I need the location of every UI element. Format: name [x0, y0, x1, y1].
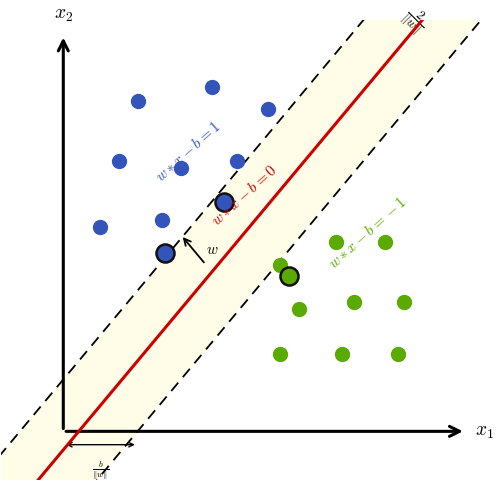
Text: $w * x - b = 1$: $w * x - b = 1$	[152, 118, 224, 185]
Text: $w$: $w$	[206, 243, 218, 257]
Text: $\dfrac{2}{\|w\|}$: $\dfrac{2}{\|w\|}$	[396, 1, 434, 38]
Text: $w * x - b = -1$: $w * x - b = -1$	[326, 194, 410, 272]
Text: $\frac{b}{\|w\|}$: $\frac{b}{\|w\|}$	[92, 460, 109, 482]
Text: $x_1$: $x_1$	[475, 422, 494, 441]
Text: $w * x - b = 0$: $w * x - b = 0$	[208, 163, 280, 229]
Text: $x_2$: $x_2$	[54, 4, 73, 23]
